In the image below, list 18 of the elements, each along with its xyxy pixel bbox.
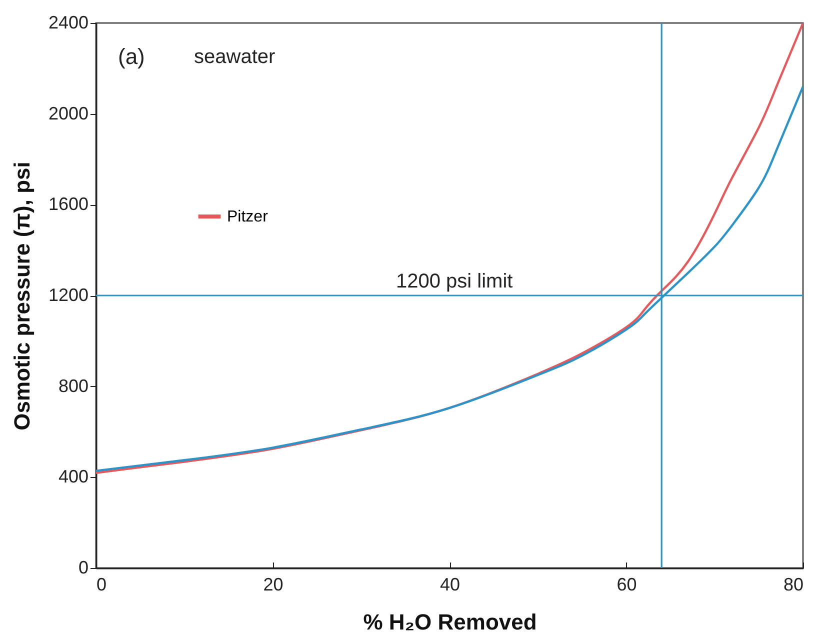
legend-label: Pitzer [227, 208, 269, 226]
annotation: seawater [194, 46, 276, 68]
y-tick-label: 2000 [48, 103, 88, 124]
y-tick-label: 2400 [48, 12, 88, 32]
ref-line-label: 1200 psi limit [396, 270, 514, 292]
x-tick-label: 0 [96, 574, 107, 594]
y-tick-label: 1200 [48, 285, 88, 305]
y-tick-label: 400 [58, 466, 88, 487]
y-tick-label: 800 [58, 376, 88, 396]
y-tick-label: 1600 [48, 194, 88, 214]
x-tick-label: 80 [783, 574, 804, 594]
y-axis-title: Osmotic pressure (π), psi [9, 162, 34, 430]
annotation: (a) [118, 44, 145, 69]
x-axis-title: % H₂O Removed [363, 610, 537, 634]
y-tick-label: 0 [78, 558, 88, 578]
x-tick-label: 20 [263, 574, 284, 594]
x-tick-label: 40 [440, 574, 460, 594]
x-tick-label: 60 [616, 574, 637, 594]
